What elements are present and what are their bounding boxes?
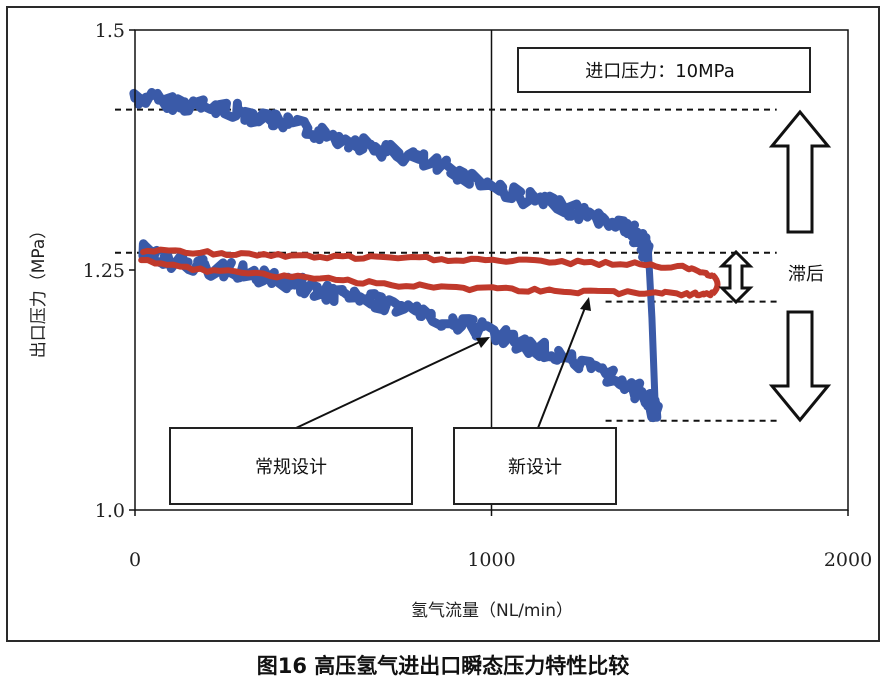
series-upper-branch-1 — [140, 246, 715, 279]
hysteresis-label: 滞后 — [788, 264, 824, 285]
x-tick-label-1: 1000 — [467, 549, 515, 571]
conventional-design-box — [169, 427, 413, 505]
y-tick-label-2: 1.5 — [95, 20, 125, 42]
inlet-pressure-box — [517, 47, 811, 93]
small-hysteresis-arrow — [718, 249, 754, 305]
tick-labels: 1.0 1.25 1.5 0 1000 2000 — [83, 20, 872, 571]
x-tick-label-2: 2000 — [824, 549, 872, 571]
new-design-label: 新设计 — [508, 457, 562, 478]
series-layer — [129, 88, 721, 423]
conventional-design-annotation: 常规设计 — [169, 337, 490, 505]
y-tick-label-0: 1.0 — [95, 500, 125, 522]
y-tick-label-1: 1.25 — [83, 260, 125, 282]
inlet-pressure-text: 进口压力：10MPa — [585, 61, 735, 82]
series-loop-end — [710, 272, 721, 297]
new-pointer-line — [537, 299, 589, 429]
hysteresis-down-arrow — [768, 310, 832, 423]
series-new — [138, 246, 721, 299]
figure-caption: 图16 高压氢气进出口瞬态压力特性比较 — [256, 654, 630, 678]
series-drop-segment — [644, 250, 659, 415]
x-axis-label: 氢气流量（NL/min） — [411, 601, 573, 621]
hysteresis-up-arrow — [768, 109, 832, 234]
series-upper-branch-0 — [129, 88, 654, 263]
y-axis-label: 出口压力（MPa） — [29, 222, 49, 359]
new-pointer-head — [580, 297, 591, 311]
conventional-pointer-line — [295, 337, 489, 429]
chart: 1.0 1.25 1.5 0 1000 2000 氢气流量（NL/min） 出口压力（MP… — [29, 20, 872, 621]
conventional-pointer-head — [476, 337, 490, 348]
conventional-design-label: 常规设计 — [255, 457, 327, 478]
inlet-pressure-annotation: 进口压力：10MPa — [517, 47, 811, 93]
new-design-annotation: 新设计 — [453, 297, 617, 505]
series-lower-branch-1 — [138, 257, 715, 299]
hysteresis-annotation: 滞后 — [718, 109, 832, 423]
new-design-box — [453, 427, 617, 505]
x-tick-label-0: 0 — [129, 549, 141, 571]
